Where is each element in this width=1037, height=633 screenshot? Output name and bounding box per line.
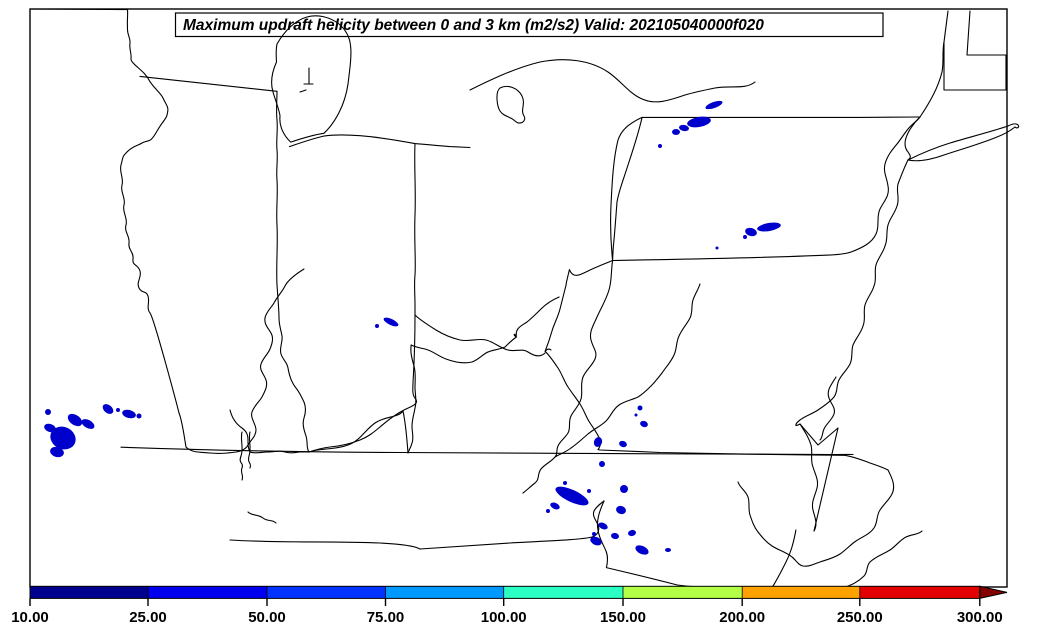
svg-text:75.00: 75.00 bbox=[367, 609, 405, 626]
svg-text:100.00: 100.00 bbox=[481, 609, 527, 626]
svg-text:150.00: 150.00 bbox=[600, 609, 646, 626]
svg-text:10.00: 10.00 bbox=[11, 609, 49, 626]
svg-text:200.00: 200.00 bbox=[719, 609, 765, 626]
svg-text:250.00: 250.00 bbox=[837, 609, 883, 626]
svg-text:300.00: 300.00 bbox=[957, 609, 1003, 626]
svg-text:Maximum updraft helicity betwe: Maximum updraft helicity between 0 and 3… bbox=[183, 17, 764, 34]
svg-text:50.00: 50.00 bbox=[248, 609, 286, 626]
svg-text:25.00: 25.00 bbox=[129, 609, 167, 626]
